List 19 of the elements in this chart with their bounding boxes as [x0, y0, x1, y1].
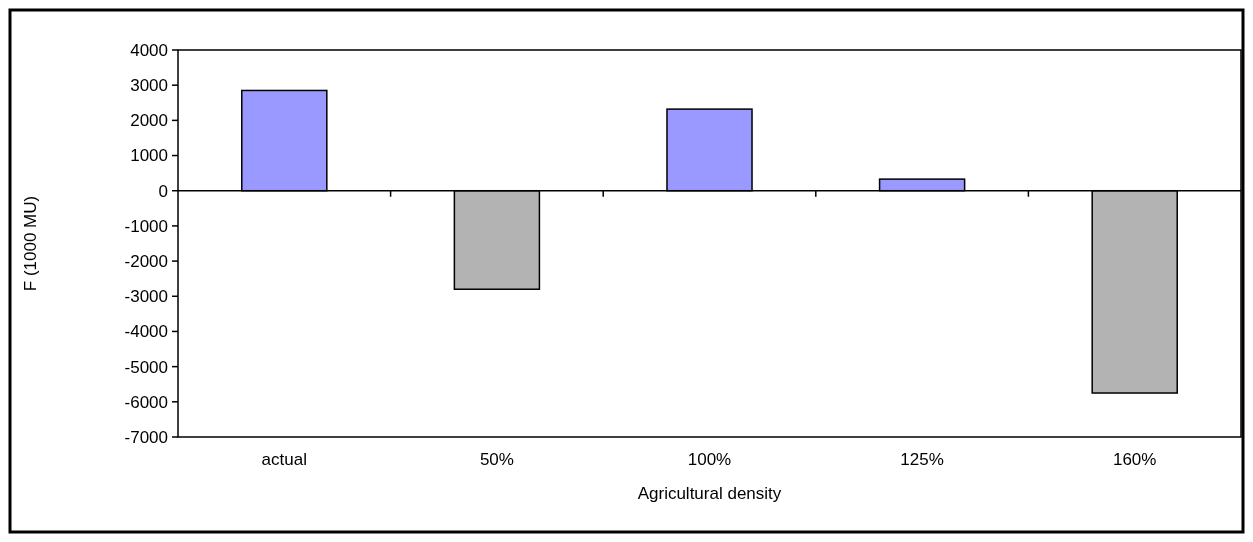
y-tick-label: 0: [158, 181, 168, 201]
y-tick-label: -7000: [124, 427, 168, 447]
y-tick-label: 1000: [130, 146, 168, 166]
y-tick-label: -2000: [124, 252, 168, 272]
x-tick-label: 160%: [1112, 450, 1157, 469]
x-tick-label: 100%: [687, 450, 732, 469]
x-tick-label: 50%: [479, 450, 514, 469]
x-tick-label: actual: [261, 450, 307, 469]
y-tick-label: -4000: [124, 322, 168, 342]
y-tick-label: 4000: [130, 40, 168, 60]
y-tick-label: -3000: [124, 287, 168, 307]
x-axis-title: Agricultural density: [637, 484, 782, 503]
y-tick-label: 2000: [130, 111, 168, 131]
y-tick-label: -6000: [124, 392, 168, 412]
x-tick-label: 125%: [900, 450, 944, 469]
y-tick-label: -5000: [124, 357, 168, 377]
y-tick-label: -1000: [124, 216, 168, 236]
y-tick-label: 3000: [130, 76, 168, 96]
y-axis-title: F (1000 MU): [21, 195, 40, 292]
